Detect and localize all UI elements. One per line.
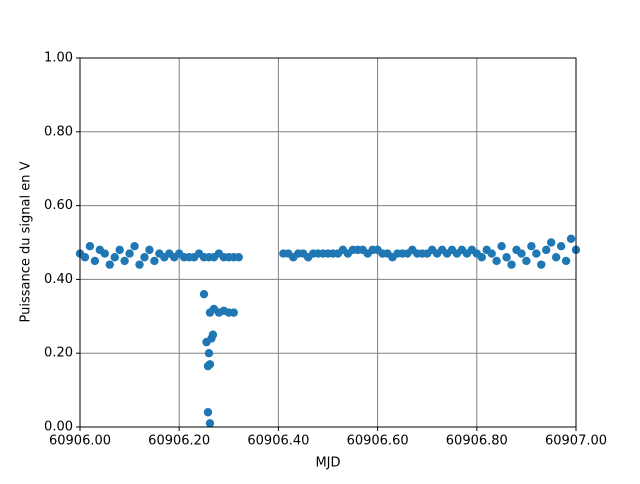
point xyxy=(487,249,496,258)
point xyxy=(130,241,139,251)
x-tick-label: 60906.20 xyxy=(148,434,210,449)
point xyxy=(120,256,129,266)
point xyxy=(100,249,110,258)
point xyxy=(203,408,213,417)
point xyxy=(547,238,556,247)
y-tick-label: 0.20 xyxy=(44,346,73,361)
x-tick-label: 60906.00 xyxy=(49,434,111,449)
point xyxy=(497,241,506,251)
point xyxy=(566,234,576,244)
point xyxy=(85,241,95,251)
point xyxy=(115,245,124,255)
point xyxy=(537,260,546,269)
y-tick-label: 0.60 xyxy=(44,198,73,213)
point xyxy=(492,256,501,266)
point xyxy=(110,253,119,262)
point xyxy=(507,260,516,269)
point xyxy=(522,256,531,266)
point xyxy=(477,253,486,262)
y-tick-label: 0.40 xyxy=(44,272,73,287)
point xyxy=(145,245,154,255)
point xyxy=(234,253,243,262)
point xyxy=(561,256,571,266)
point xyxy=(527,241,536,251)
point xyxy=(205,360,215,369)
point xyxy=(532,249,541,258)
x-axis-label: MJD xyxy=(315,456,340,471)
point xyxy=(517,249,526,258)
point xyxy=(105,260,114,269)
point xyxy=(205,419,215,428)
y-tick-label: 0.80 xyxy=(44,124,73,139)
y-axis-label: Puissance du signal en V xyxy=(19,161,34,322)
point xyxy=(125,249,134,258)
x-tick-label: 60906.40 xyxy=(247,434,309,449)
x-tick-label: 60906.80 xyxy=(446,434,508,449)
point xyxy=(80,253,90,262)
point xyxy=(204,349,214,358)
point xyxy=(542,245,551,255)
point xyxy=(150,256,159,266)
point xyxy=(551,253,561,262)
point xyxy=(90,256,100,266)
y-tick-label: 0.00 xyxy=(44,420,73,435)
point xyxy=(229,308,238,317)
y-tick-label: 1.00 xyxy=(44,51,73,66)
x-tick-label: 60906.60 xyxy=(347,434,409,449)
point xyxy=(556,241,566,251)
plot-frame xyxy=(79,57,577,428)
point xyxy=(208,330,218,339)
point xyxy=(199,289,209,299)
point xyxy=(140,253,149,262)
point xyxy=(135,260,144,269)
point xyxy=(502,253,511,262)
x-tick-label: 60907.00 xyxy=(545,434,607,449)
